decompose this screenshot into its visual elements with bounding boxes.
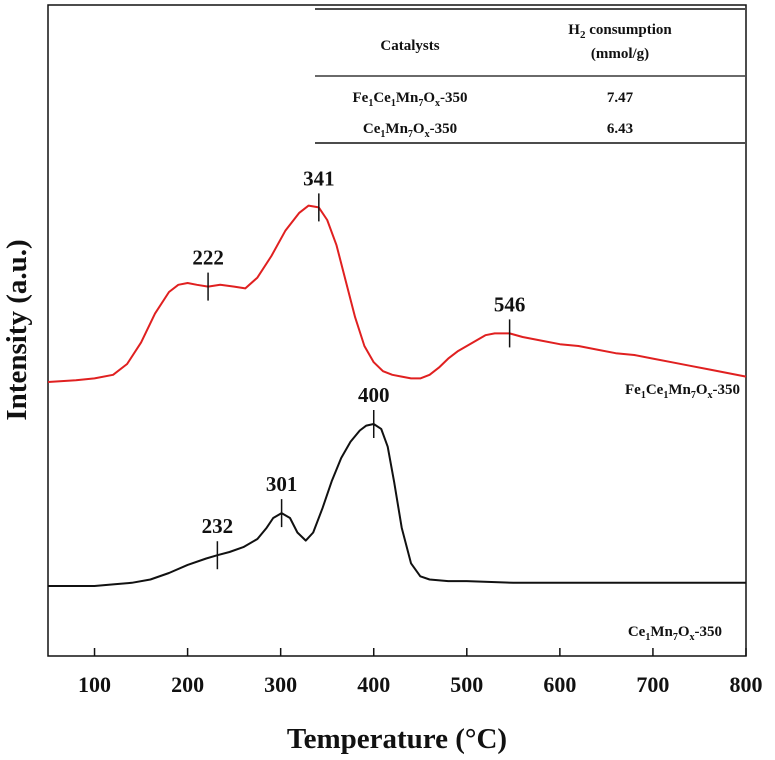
series-labels: Fe1Ce1Mn7Ox-350 Ce1Mn7Ox-350 [625,382,740,643]
inset-table: Catalysts H2 consumption (mmol/g) Fe1Ce1… [315,8,745,144]
table-cell-h2-consumption: 6.43 [607,121,633,137]
peak-label: 546 [494,292,526,316]
table-header-unit: (mmol/g) [591,46,649,62]
series-line-1 [47,204,747,383]
x-axis-ticks: 100 200 300 400 500 600 700 800 [78,648,763,697]
peak-label: 222 [192,246,224,270]
x-axis-title: Temperature (°C) [287,723,507,755]
table-cell-catalyst: Fe1Ce1Mn7Ox-350 [353,90,468,109]
table-rows: Fe1Ce1Mn7Ox-350 7.47 Ce1Mn7Ox-350 6.43 [353,90,634,140]
table-cell-h2-consumption: 7.47 [607,90,634,106]
table-cell-catalyst: Ce1Mn7Ox-350 [363,121,457,140]
table-header-catalysts: Catalysts [380,38,439,54]
x-tick-label: 100 [78,672,111,697]
y-axis-title: Intensity (a.u.) [1,239,33,420]
peak-label: 301 [266,472,298,496]
plot-frame [47,4,747,657]
table-header-h2: H2 consumption [568,22,672,41]
x-tick-label: 800 [730,672,763,697]
peak-markers: 222 341 546 232 301 400 [192,166,526,570]
x-tick-label: 400 [357,672,390,697]
x-tick-label: 500 [450,672,483,697]
series-label-ce1mn7ox: Ce1Mn7Ox-350 [628,624,722,643]
x-tick-label: 200 [171,672,204,697]
peak-label: 341 [303,166,335,190]
peak-label: 232 [202,514,234,538]
x-tick-label: 300 [264,672,297,697]
peak-label: 400 [358,383,390,407]
series-line-2 [48,423,746,587]
x-tick-label: 600 [543,672,576,697]
series-label-fe1ce1mn7ox: Fe1Ce1Mn7Ox-350 [625,382,740,401]
series-layer [47,204,747,587]
x-tick-label: 700 [636,672,669,697]
